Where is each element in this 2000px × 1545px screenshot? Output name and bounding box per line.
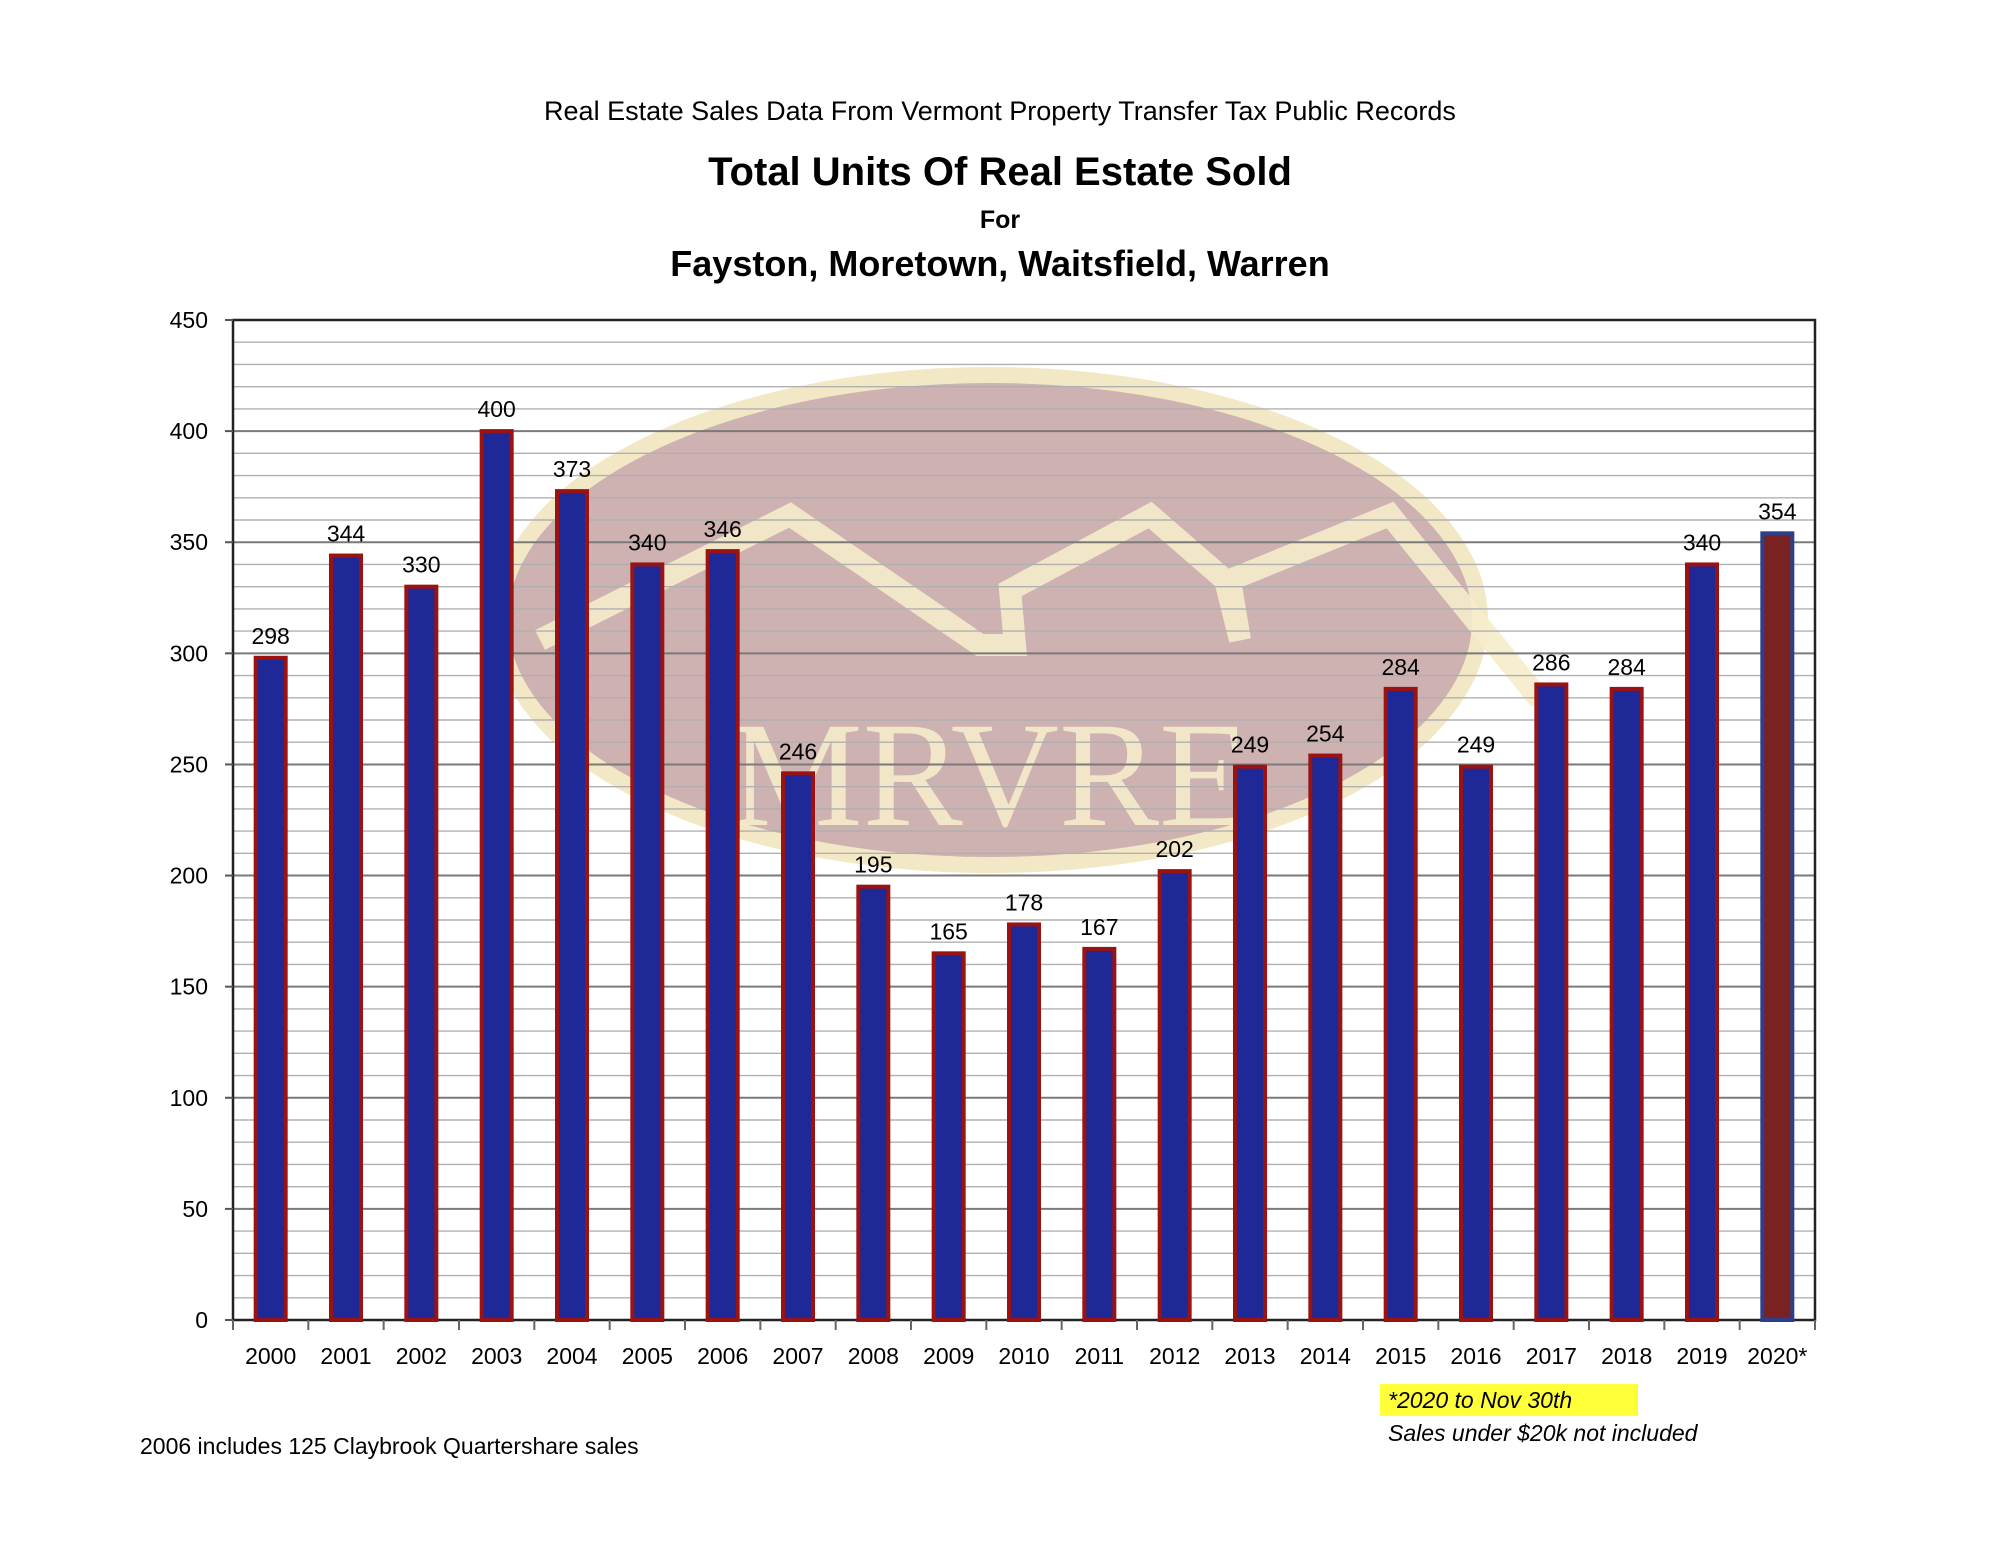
data-label: 284 bbox=[1607, 654, 1646, 680]
x-tick-label: 2008 bbox=[848, 1343, 899, 1369]
claybrook-note: 2006 includes 125 Claybrook Quartershare… bbox=[140, 1433, 639, 1459]
bar-2004 bbox=[555, 489, 589, 1323]
x-tick-label: 2020* bbox=[1747, 1343, 1807, 1369]
bar-2017 bbox=[1534, 682, 1569, 1322]
data-label: 246 bbox=[779, 738, 817, 764]
x-tick-label: 2000 bbox=[245, 1343, 296, 1369]
bar-2007 bbox=[781, 771, 815, 1322]
y-tick-label: 250 bbox=[170, 751, 208, 777]
x-tick-label: 2006 bbox=[697, 1343, 748, 1369]
x-tick-label: 2013 bbox=[1224, 1343, 1275, 1369]
bar-2011 bbox=[1082, 946, 1117, 1323]
data-label: 249 bbox=[1457, 732, 1495, 758]
y-tick-label: 450 bbox=[170, 307, 208, 333]
y-tick-label: 50 bbox=[182, 1196, 208, 1222]
bar-2008 bbox=[856, 884, 891, 1323]
data-label: 373 bbox=[553, 456, 591, 482]
data-label: 286 bbox=[1532, 649, 1570, 675]
bar-2016 bbox=[1459, 764, 1493, 1322]
bar-2003 bbox=[479, 429, 514, 1323]
x-tick-label: 2001 bbox=[320, 1343, 371, 1369]
data-label: 330 bbox=[402, 552, 440, 578]
data-label: 298 bbox=[251, 623, 289, 649]
y-tick-label: 100 bbox=[170, 1085, 208, 1111]
x-tick-label: 2012 bbox=[1149, 1343, 1200, 1369]
data-label: 346 bbox=[703, 516, 741, 542]
x-tick-label: 2003 bbox=[471, 1343, 522, 1369]
data-label: 340 bbox=[628, 529, 666, 555]
chart-title: Total Units Of Real Estate Sold bbox=[708, 150, 1292, 194]
x-tick-label: 2015 bbox=[1375, 1343, 1426, 1369]
bar-2020 bbox=[1760, 531, 1795, 1322]
y-tick-label: 150 bbox=[170, 974, 208, 1000]
bar-2010 bbox=[1007, 922, 1041, 1322]
x-tick-label: 2018 bbox=[1601, 1343, 1652, 1369]
y-tick-label: 200 bbox=[170, 863, 208, 889]
data-label: 195 bbox=[854, 852, 892, 878]
data-label: 284 bbox=[1381, 654, 1420, 680]
bar-2009 bbox=[931, 951, 966, 1322]
data-label: 178 bbox=[1005, 889, 1043, 915]
bar-2019 bbox=[1685, 562, 1719, 1322]
x-tick-label: 2017 bbox=[1526, 1343, 1577, 1369]
bar-2001 bbox=[329, 553, 363, 1322]
x-tick-label: 2014 bbox=[1300, 1343, 1351, 1369]
chart-subtitle: Real Estate Sales Data From Vermont Prop… bbox=[544, 96, 1456, 126]
data-label: 354 bbox=[1758, 498, 1797, 524]
y-tick-label: 400 bbox=[170, 418, 208, 444]
data-label: 249 bbox=[1231, 732, 1269, 758]
x-tick-label: 2002 bbox=[396, 1343, 447, 1369]
x-tick-label: 2005 bbox=[622, 1343, 673, 1369]
x-tick-label: 2010 bbox=[998, 1343, 1049, 1369]
data-label: 202 bbox=[1155, 836, 1193, 862]
x-tick-label: 2016 bbox=[1450, 1343, 1501, 1369]
data-label: 340 bbox=[1683, 529, 1721, 555]
x-tick-label: 2004 bbox=[546, 1343, 597, 1369]
bar-2014 bbox=[1308, 753, 1343, 1322]
data-label: 344 bbox=[327, 521, 366, 547]
threshold-note: Sales under $20k not included bbox=[1388, 1420, 1698, 1446]
data-label: 254 bbox=[1306, 721, 1345, 747]
data-label: 165 bbox=[929, 918, 967, 944]
chart-towns: Fayston, Moretown, Waitsfield, Warren bbox=[670, 243, 1330, 284]
y-tick-label: 350 bbox=[170, 529, 208, 555]
x-tick-label: 2009 bbox=[923, 1343, 974, 1369]
x-tick-label: 2011 bbox=[1075, 1343, 1124, 1369]
x-tick-label: 2007 bbox=[772, 1343, 823, 1369]
data-label: 167 bbox=[1080, 914, 1118, 940]
x-tick-label: 2019 bbox=[1676, 1343, 1727, 1369]
bar-2002 bbox=[404, 584, 439, 1322]
bar-2005 bbox=[630, 562, 665, 1322]
bar-2015 bbox=[1383, 686, 1418, 1322]
bar-2006 bbox=[705, 549, 740, 1322]
partial-year-note: *2020 to Nov 30th bbox=[1380, 1384, 1638, 1416]
y-tick-label: 0 bbox=[195, 1307, 208, 1333]
bar-2018 bbox=[1609, 686, 1644, 1322]
bar-2012 bbox=[1157, 869, 1192, 1322]
y-tick-label: 300 bbox=[170, 640, 208, 666]
bar-2013 bbox=[1233, 764, 1267, 1322]
chart-for-line: For bbox=[979, 206, 1021, 234]
bar-2000 bbox=[253, 655, 288, 1322]
data-label: 400 bbox=[477, 396, 515, 422]
